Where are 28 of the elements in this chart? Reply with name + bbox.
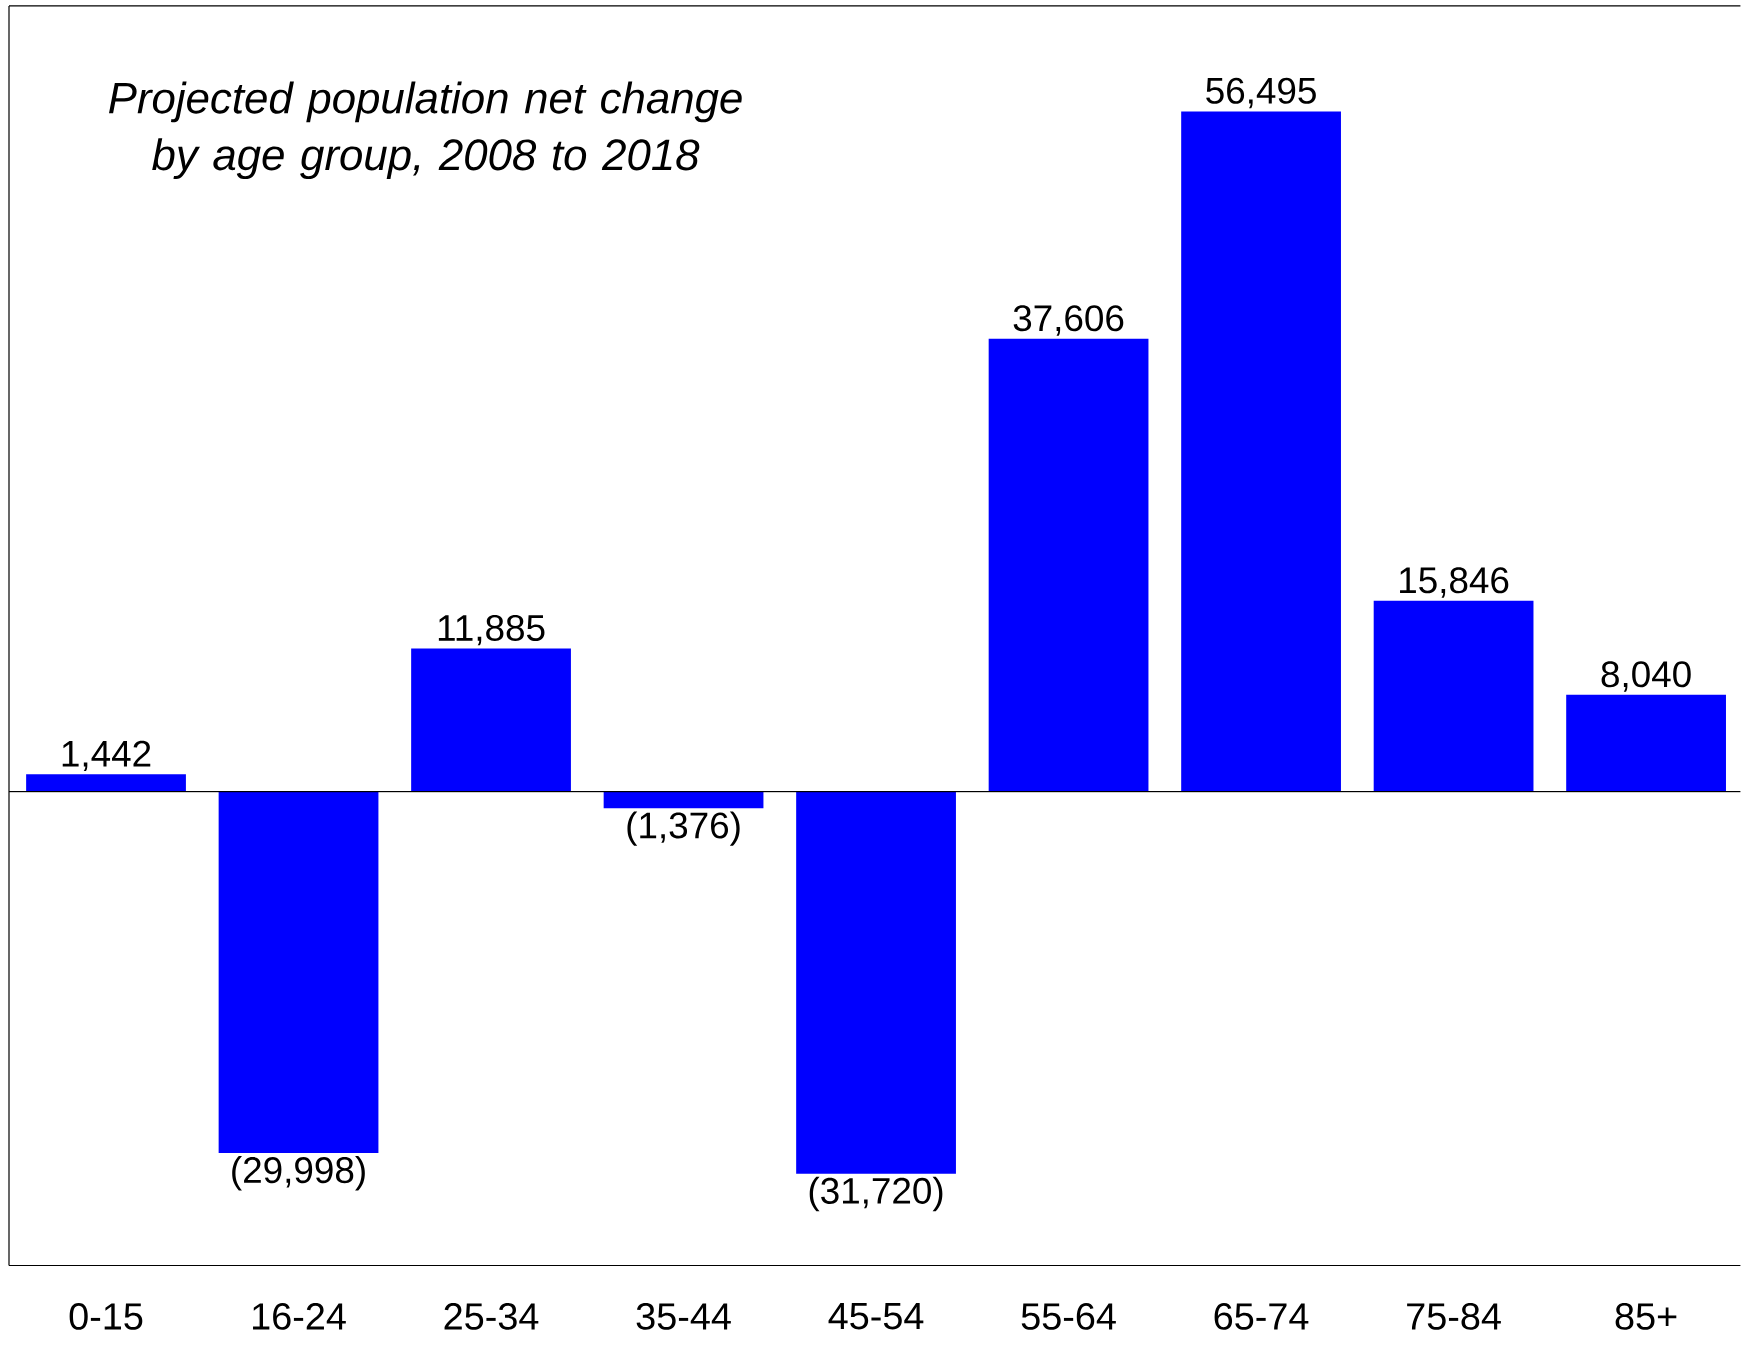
- text: Projected population net change by age group, 2008 to 2018: [109, 81, 742, 179]
- bar: [1373, 600, 1534, 792]
- bar: [988, 338, 1149, 792]
- bar: [411, 648, 571, 792]
- data-label: 11,885: [438, 614, 545, 646]
- bar: [1181, 111, 1341, 792]
- x-tick-label: 85+: [1615, 1302, 1677, 1330]
- x-tick-label: 35-44: [636, 1302, 731, 1330]
- data-label: 15,846: [1400, 566, 1509, 598]
- bar: [1566, 694, 1726, 792]
- data-label: 8,040: [1601, 660, 1691, 692]
- bar: [796, 791, 956, 1174]
- bar: [603, 791, 764, 809]
- x-tick-label: 16-24: [253, 1302, 346, 1330]
- x-tick-label: 55-64: [1021, 1302, 1116, 1330]
- data-label: 37,606: [1013, 304, 1124, 336]
- data-label: (31,720): [809, 1176, 943, 1211]
- data-label: 1,442: [62, 740, 151, 771]
- x-tick-label: 65-74: [1214, 1302, 1309, 1330]
- x-tick-label: 0-15: [69, 1302, 143, 1330]
- x-tick-label: 75-84: [1407, 1302, 1501, 1330]
- data-label: 56,495: [1206, 77, 1316, 108]
- data-label: (1,376): [627, 811, 740, 846]
- data-label: (29,998): [232, 1155, 365, 1191]
- bar: [26, 774, 186, 792]
- bar: [218, 791, 379, 1153]
- x-tick-label: 45-54: [828, 1302, 924, 1330]
- x-tick-label: 25-34: [444, 1302, 539, 1330]
